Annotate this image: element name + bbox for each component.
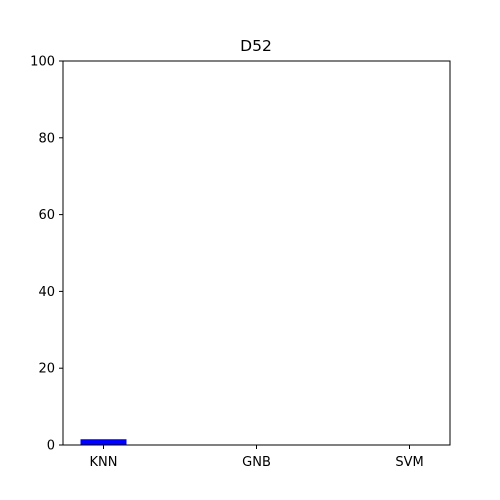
y-tick-label: 0 [47,439,55,454]
y-tick-label: 80 [38,131,55,146]
y-tick-label: 20 [38,362,55,377]
chart-title: D52 [240,37,272,55]
x-axis: KNN GNB SVM [90,445,424,470]
bar-knn [80,439,127,445]
y-tick-label: 40 [38,285,55,300]
x-tick-label-knn: KNN [90,455,118,470]
y-tick-label: 100 [30,55,55,70]
x-tick-label-svm: SVM [395,455,423,470]
y-tick-label: 60 [38,208,55,223]
plot-frame [62,60,451,446]
y-axis: 0 20 40 60 80 100 [30,55,63,454]
x-tick-label-gnb: GNB [242,455,271,470]
bars-group [80,439,127,445]
